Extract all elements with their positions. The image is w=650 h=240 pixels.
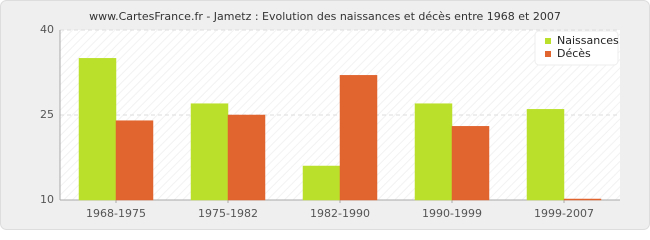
bar <box>227 114 266 201</box>
x-tick-label: 1990-1999 <box>422 207 482 220</box>
legend-box <box>534 30 619 66</box>
x-tick-label: 1999-2007 <box>534 207 594 220</box>
bar <box>115 120 154 201</box>
chart-title: www.CartesFrance.fr - Jametz : Evolution… <box>89 10 561 23</box>
y-tick-label: 25 <box>40 108 54 121</box>
y-tick-label: 10 <box>40 193 54 206</box>
bar <box>414 103 453 201</box>
chart: www.CartesFrance.fr - Jametz : Evolution… <box>0 0 650 230</box>
x-tick-label: 1982-1990 <box>310 207 370 220</box>
bar <box>78 58 117 201</box>
legend-label: Naissances <box>557 34 619 47</box>
legend-label: Décès <box>557 47 591 60</box>
bar <box>339 75 378 201</box>
x-tick-label: 1975-1982 <box>198 207 258 220</box>
legend-swatch <box>545 38 551 44</box>
legend-swatch <box>545 51 551 57</box>
bar <box>190 103 229 201</box>
bar <box>563 198 602 201</box>
bar <box>526 109 565 201</box>
bar <box>451 126 490 201</box>
y-tick-label: 40 <box>40 23 54 36</box>
x-tick-label: 1968-1975 <box>86 207 146 220</box>
bar <box>302 165 341 201</box>
